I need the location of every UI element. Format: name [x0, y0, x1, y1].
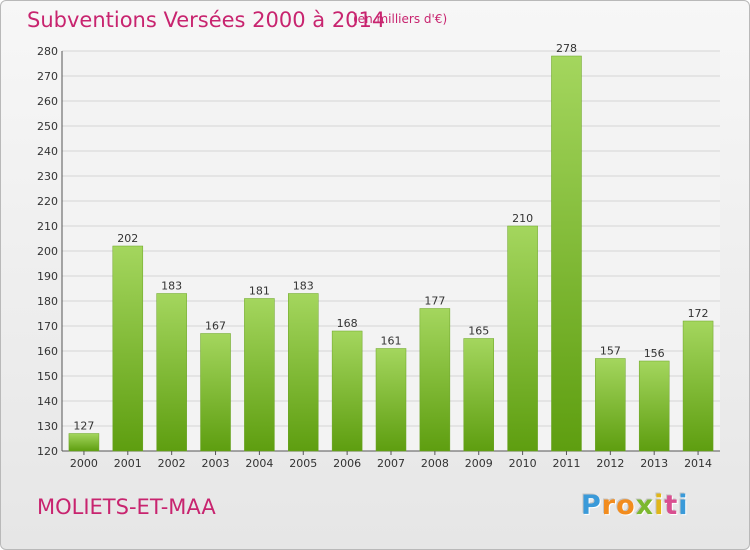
bar-2005 [288, 293, 319, 452]
bar-2001 [112, 245, 144, 452]
value-label-2000: 127 [73, 420, 94, 433]
x-tick-label-2008: 2008 [421, 457, 449, 470]
bar-2014 [682, 320, 714, 452]
y-tick-label: 180 [37, 295, 58, 308]
x-tick-label-2014: 2014 [684, 457, 712, 470]
y-tick-label: 140 [37, 395, 58, 408]
value-label-2012: 157 [600, 345, 621, 358]
y-tick-label: 270 [37, 70, 58, 83]
logo-letter: r [601, 490, 617, 521]
value-label-2001: 202 [117, 232, 138, 245]
y-tick-label: 160 [37, 345, 58, 358]
bar-2003 [200, 333, 231, 452]
bar-2007 [375, 348, 407, 452]
x-tick-label-2012: 2012 [596, 457, 624, 470]
x-tick-label-2000: 2000 [70, 457, 98, 470]
logo-letter: i [678, 490, 689, 521]
value-label-2013: 156 [644, 347, 665, 360]
logo-letter: o [616, 490, 636, 521]
y-tick-label: 150 [37, 370, 58, 383]
value-label-2014: 172 [688, 307, 709, 320]
value-label-2011: 278 [556, 42, 577, 55]
bar-2000 [68, 433, 100, 452]
bar-2004 [244, 298, 275, 452]
unit-label: (en milliers d'€) [353, 12, 448, 26]
x-tick-label-2009: 2009 [465, 457, 493, 470]
y-tick-label: 240 [37, 145, 58, 158]
value-label-2003: 167 [205, 320, 226, 333]
value-label-2002: 183 [161, 280, 182, 293]
x-tick-label-2001: 2001 [114, 457, 142, 470]
x-tick-label-2013: 2013 [640, 457, 668, 470]
logo-letter: t [664, 490, 679, 521]
bar-2013 [638, 360, 670, 452]
y-tick-label: 250 [37, 120, 58, 133]
bar-2010 [507, 225, 538, 452]
value-label-2004: 181 [249, 285, 270, 298]
x-tick-label-2002: 2002 [158, 457, 186, 470]
y-tick-label: 280 [37, 45, 58, 58]
chart-title: Subventions Versées 2000 à 2014 [27, 8, 386, 32]
logo-letter: i [654, 490, 665, 521]
y-tick-label: 130 [37, 420, 58, 433]
logo-letter: x [635, 490, 655, 521]
value-label-2006: 168 [337, 317, 358, 330]
x-tick-label-2005: 2005 [289, 457, 317, 470]
bar-2012 [595, 358, 626, 452]
value-label-2007: 161 [381, 335, 402, 348]
bar-2008 [419, 308, 451, 452]
y-tick-label: 220 [37, 195, 58, 208]
y-tick-label: 170 [37, 320, 58, 333]
bar-2009 [463, 338, 494, 452]
y-tick-label: 190 [37, 270, 58, 283]
bar-2002 [156, 293, 187, 452]
commune-name: MOLIETS-ET-MAA [37, 495, 216, 519]
x-tick-label-2006: 2006 [333, 457, 361, 470]
x-tick-label-2010: 2010 [509, 457, 537, 470]
bar-2006 [331, 330, 363, 452]
x-tick-label-2004: 2004 [245, 457, 273, 470]
value-label-2008: 177 [424, 295, 445, 308]
value-label-2005: 183 [293, 280, 314, 293]
bar-2011 [551, 55, 582, 452]
proxiti-logo: Proxiti [581, 490, 689, 521]
y-tick-label: 230 [37, 170, 58, 183]
x-tick-label-2007: 2007 [377, 457, 405, 470]
y-tick-label: 210 [37, 220, 58, 233]
y-tick-label: 200 [37, 245, 58, 258]
logo-letter: P [581, 490, 602, 521]
value-label-2010: 210 [512, 212, 533, 225]
y-tick-label: 120 [37, 445, 58, 458]
y-tick-label: 260 [37, 95, 58, 108]
x-tick-label-2003: 2003 [202, 457, 230, 470]
value-label-2009: 165 [468, 325, 489, 338]
x-tick-label-2011: 2011 [552, 457, 580, 470]
